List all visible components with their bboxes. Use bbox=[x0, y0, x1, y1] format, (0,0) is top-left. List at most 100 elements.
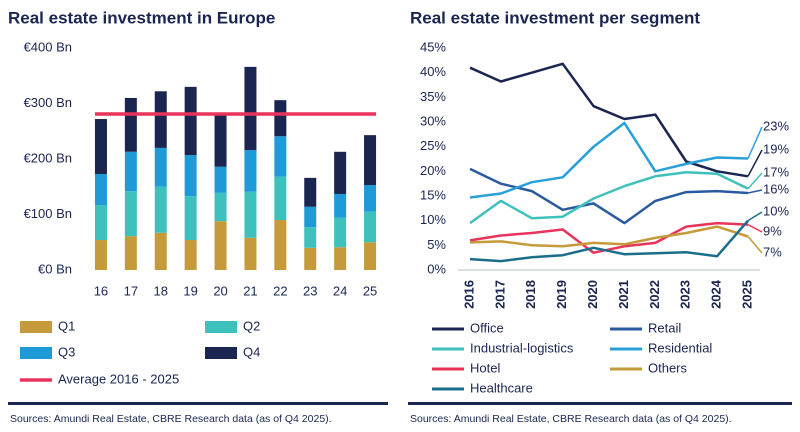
bar-segment bbox=[334, 247, 347, 270]
x-tick-label: 2016 bbox=[461, 280, 476, 309]
label-connector bbox=[747, 189, 763, 194]
x-tick-label: 2023 bbox=[678, 280, 693, 309]
series-line bbox=[469, 221, 749, 254]
legend-swatch bbox=[20, 347, 52, 359]
end-label: 17% bbox=[763, 164, 789, 179]
bar-segment bbox=[94, 240, 107, 270]
bar-segment bbox=[244, 150, 257, 192]
bar-segment bbox=[94, 205, 107, 241]
x-tick-label: 2018 bbox=[523, 280, 538, 309]
series-line bbox=[469, 225, 749, 248]
y-tick-label: 20% bbox=[420, 163, 446, 178]
legend-swatch bbox=[205, 321, 237, 333]
bar-segment bbox=[274, 136, 287, 177]
legend-label: Q2 bbox=[243, 318, 260, 333]
bar-segment bbox=[364, 135, 377, 186]
source-note: Sources: Amundi Real Estate, CBRE Resear… bbox=[10, 413, 332, 425]
x-tick-label: 2022 bbox=[647, 280, 662, 309]
x-tick-label: 20 bbox=[213, 283, 227, 298]
bar-segment bbox=[184, 240, 197, 270]
legend-label: Average 2016 - 2025 bbox=[58, 371, 179, 386]
x-tick-label: 2024 bbox=[709, 279, 724, 309]
bar-segment bbox=[184, 155, 197, 197]
y-tick-label: 45% bbox=[420, 39, 446, 54]
source-note: Sources: Amundi Real Estate, CBRE Resear… bbox=[410, 413, 732, 425]
bar-segment bbox=[274, 220, 287, 270]
bar-segment bbox=[364, 185, 377, 212]
series-line bbox=[469, 171, 749, 225]
bar-segment bbox=[244, 66, 257, 151]
legend-swatch bbox=[20, 321, 52, 333]
bar-segment bbox=[154, 147, 167, 187]
x-tick-label: 2025 bbox=[739, 280, 754, 309]
bar-segment bbox=[124, 191, 137, 237]
bar-segment bbox=[214, 192, 227, 222]
end-label: 10% bbox=[763, 203, 789, 218]
x-tick-label: 24 bbox=[333, 283, 347, 298]
legend-label: Q1 bbox=[58, 318, 75, 333]
end-label: 16% bbox=[763, 181, 789, 196]
bar-segment bbox=[214, 221, 227, 270]
bar-segment bbox=[304, 177, 317, 207]
x-tick-label: 19 bbox=[183, 283, 197, 298]
x-tick-label: 16 bbox=[94, 283, 108, 298]
series-line bbox=[469, 219, 749, 263]
y-tick-label: 0% bbox=[427, 261, 446, 276]
bar-segment bbox=[214, 166, 227, 193]
bar-segment bbox=[304, 206, 317, 228]
bar-segment bbox=[244, 191, 257, 238]
x-tick-label: 2017 bbox=[492, 280, 507, 309]
y-tick-label: €100 Bn bbox=[24, 206, 72, 221]
legend-swatch bbox=[205, 347, 237, 359]
bar-segment bbox=[154, 186, 167, 233]
legend-label: Others bbox=[648, 360, 688, 375]
chart-title: Real estate investment per segment bbox=[410, 8, 700, 27]
bar-segment bbox=[184, 86, 197, 156]
x-tick-label: 21 bbox=[243, 283, 257, 298]
bar-segment bbox=[364, 211, 377, 243]
y-tick-label: 5% bbox=[427, 237, 446, 252]
bar-segment bbox=[154, 91, 167, 148]
y-tick-label: 10% bbox=[420, 212, 446, 227]
y-tick-label: €400 Bn bbox=[24, 39, 72, 54]
legend-label: Industrial-logistics bbox=[470, 340, 574, 355]
chart-title: Real estate investment in Europe bbox=[8, 8, 275, 27]
bar-segment bbox=[364, 242, 377, 270]
bar-segment bbox=[124, 236, 137, 270]
x-tick-label: 2020 bbox=[585, 280, 600, 309]
x-tick-label: 17 bbox=[124, 283, 138, 298]
bar-segment bbox=[244, 237, 257, 270]
legend-label: Office bbox=[470, 320, 504, 335]
series-line bbox=[469, 167, 749, 225]
bar-segment bbox=[184, 196, 197, 241]
bar-segment bbox=[304, 247, 317, 270]
bar-segment bbox=[154, 232, 167, 270]
legend-label: Retail bbox=[648, 320, 681, 335]
legend-label: Residential bbox=[648, 340, 712, 355]
divider bbox=[408, 402, 792, 405]
label-connector bbox=[747, 211, 763, 222]
label-connector bbox=[747, 126, 763, 159]
x-tick-label: 2019 bbox=[554, 280, 569, 309]
bar-segment bbox=[274, 176, 287, 221]
bar-segment bbox=[94, 119, 107, 174]
label-connector bbox=[747, 149, 763, 177]
bar-segment bbox=[124, 151, 137, 192]
legend-label: Hotel bbox=[470, 360, 500, 375]
x-tick-label: 18 bbox=[154, 283, 168, 298]
end-label: 19% bbox=[763, 141, 789, 156]
y-tick-label: €0 Bn bbox=[38, 261, 72, 276]
bar-segment bbox=[304, 227, 317, 248]
y-tick-label: 25% bbox=[420, 138, 446, 153]
bar-segment bbox=[334, 193, 347, 218]
x-tick-label: 22 bbox=[273, 283, 287, 298]
label-connector bbox=[747, 223, 763, 233]
bar-segment bbox=[274, 100, 287, 137]
divider bbox=[8, 402, 388, 405]
y-tick-label: 40% bbox=[420, 64, 446, 79]
legend-label: Q3 bbox=[58, 344, 75, 359]
y-tick-label: €300 Bn bbox=[24, 95, 72, 110]
y-tick-label: 35% bbox=[420, 89, 446, 104]
